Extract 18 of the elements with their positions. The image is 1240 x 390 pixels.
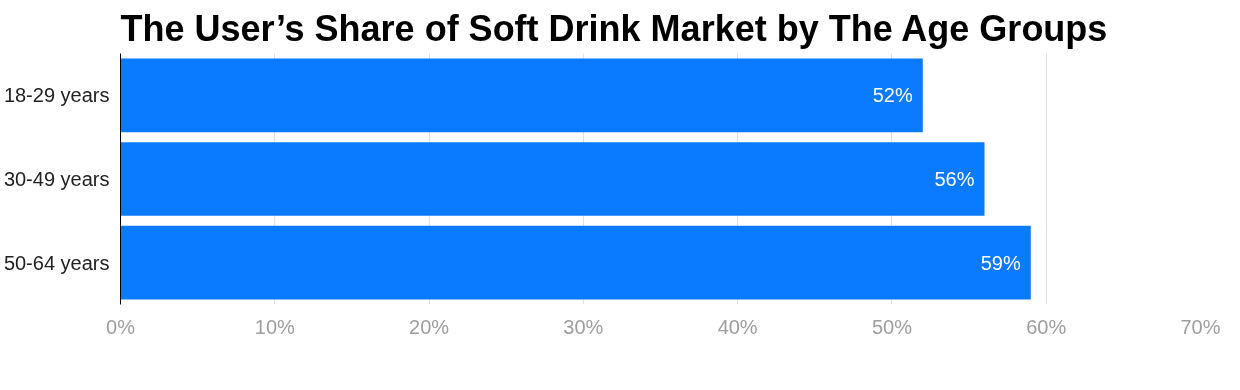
x-tick-label: 70% <box>1180 315 1221 338</box>
x-tick-label: 10% <box>254 315 296 338</box>
x-tick-label: 20% <box>409 315 450 338</box>
data-label: 59% <box>980 251 1021 274</box>
bar <box>120 142 985 216</box>
bar <box>120 225 1031 300</box>
x-tick-label: 40% <box>717 315 758 338</box>
x-tick-label: 30% <box>563 315 604 338</box>
chart-title: The User’s Share of Soft Drink Market by The Age Groups <box>120 7 1108 49</box>
data-label: 52% <box>872 84 913 107</box>
bar <box>120 58 923 133</box>
x-tick-label: 0% <box>106 315 136 338</box>
y-tick-label: 50-64 years <box>3 251 110 274</box>
data-label: 56% <box>934 168 975 190</box>
y-tick-label: 18-29 years <box>3 84 110 107</box>
y-tick-label: 30-49 years <box>3 168 110 190</box>
x-tick-label: 60% <box>1026 315 1067 338</box>
x-tick-label: 50% <box>871 315 913 338</box>
